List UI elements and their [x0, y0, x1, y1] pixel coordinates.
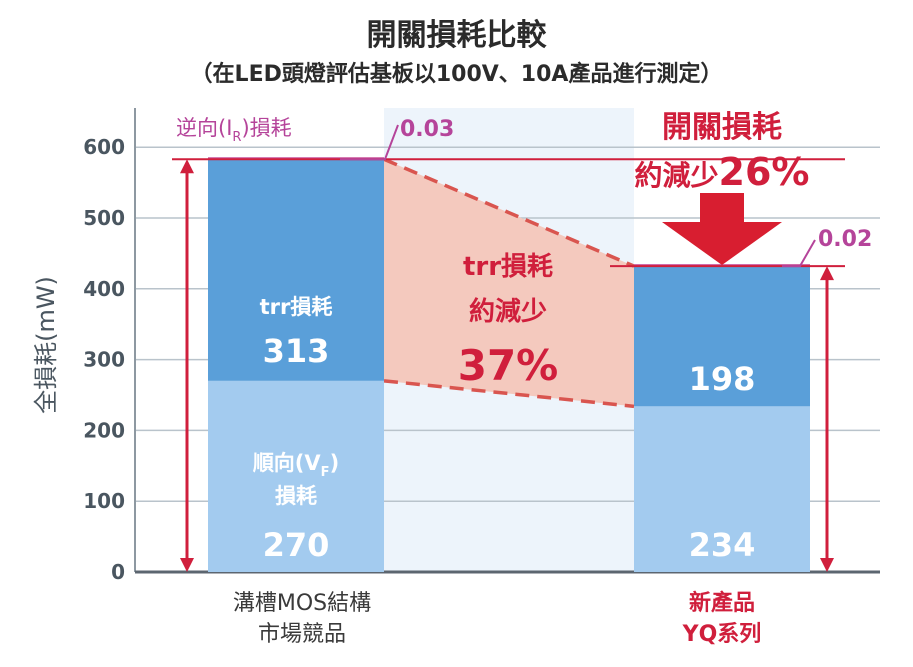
- ir-value-label: 0.03: [400, 117, 454, 142]
- trr-reduction-label: 約減少: [469, 296, 547, 327]
- y-tick-label: 0: [111, 560, 125, 584]
- bar-segment-vf: [634, 406, 810, 572]
- total-arrow-right-head-top: [820, 266, 834, 281]
- total-arrow-left-head-bottom: [180, 558, 194, 572]
- vf-series-label: 損耗: [275, 484, 317, 508]
- trr-reduction-value: 37%: [458, 341, 559, 390]
- bar-value-label: 313: [263, 332, 330, 370]
- trr-reduction-area: [384, 159, 634, 407]
- reduction-dash-top: [383, 157, 635, 268]
- bar-value-label: 198: [689, 360, 756, 398]
- chart-subtitle: （在LED頭燈評估基板以100V、10A產品進行測定）: [190, 62, 723, 87]
- bar-segment-trr: [208, 159, 384, 381]
- ir-value-label: 0.02: [818, 227, 872, 252]
- y-tick-label: 200: [83, 418, 125, 442]
- y-tick-label: 300: [83, 348, 125, 372]
- x-category-label: 溝槽MOS結構: [233, 591, 371, 616]
- reduction-down-arrow: [662, 193, 782, 265]
- bar-segment-vf: [208, 380, 384, 572]
- vf-series-label: 順向(VF): [253, 451, 339, 480]
- ir-callout-line: [340, 124, 399, 161]
- ir-series-label: 逆向(IR)損耗: [176, 116, 292, 145]
- trr-series-label: trr損耗: [260, 295, 333, 319]
- total-reduction-label: 約減少26%: [635, 150, 810, 194]
- total-arrow-right-head-bottom: [820, 558, 834, 572]
- y-tick-label: 500: [83, 206, 125, 230]
- chart-title: 開關損耗比較: [366, 18, 547, 53]
- y-axis-label: 全損耗(mW): [32, 276, 60, 414]
- reduction-dash-bottom: [383, 379, 635, 409]
- y-tick-label: 600: [83, 135, 125, 159]
- y-tick-label: 400: [83, 277, 125, 301]
- ir-callout-line: [782, 239, 816, 268]
- total-reduction-label: 開關損耗: [662, 110, 782, 145]
- x-category-label: YQ系列: [682, 622, 762, 647]
- x-category-label: 新產品: [689, 590, 755, 616]
- total-arrow-left-head-top: [180, 159, 194, 174]
- bar-value-label: 234: [689, 526, 756, 564]
- y-tick-label: 100: [83, 489, 125, 513]
- x-category-label: 市場競品: [258, 622, 346, 647]
- bar-segment-trr: [634, 266, 810, 407]
- bar-value-label: 270: [263, 526, 330, 564]
- trr-reduction-label: trr損耗: [463, 252, 553, 282]
